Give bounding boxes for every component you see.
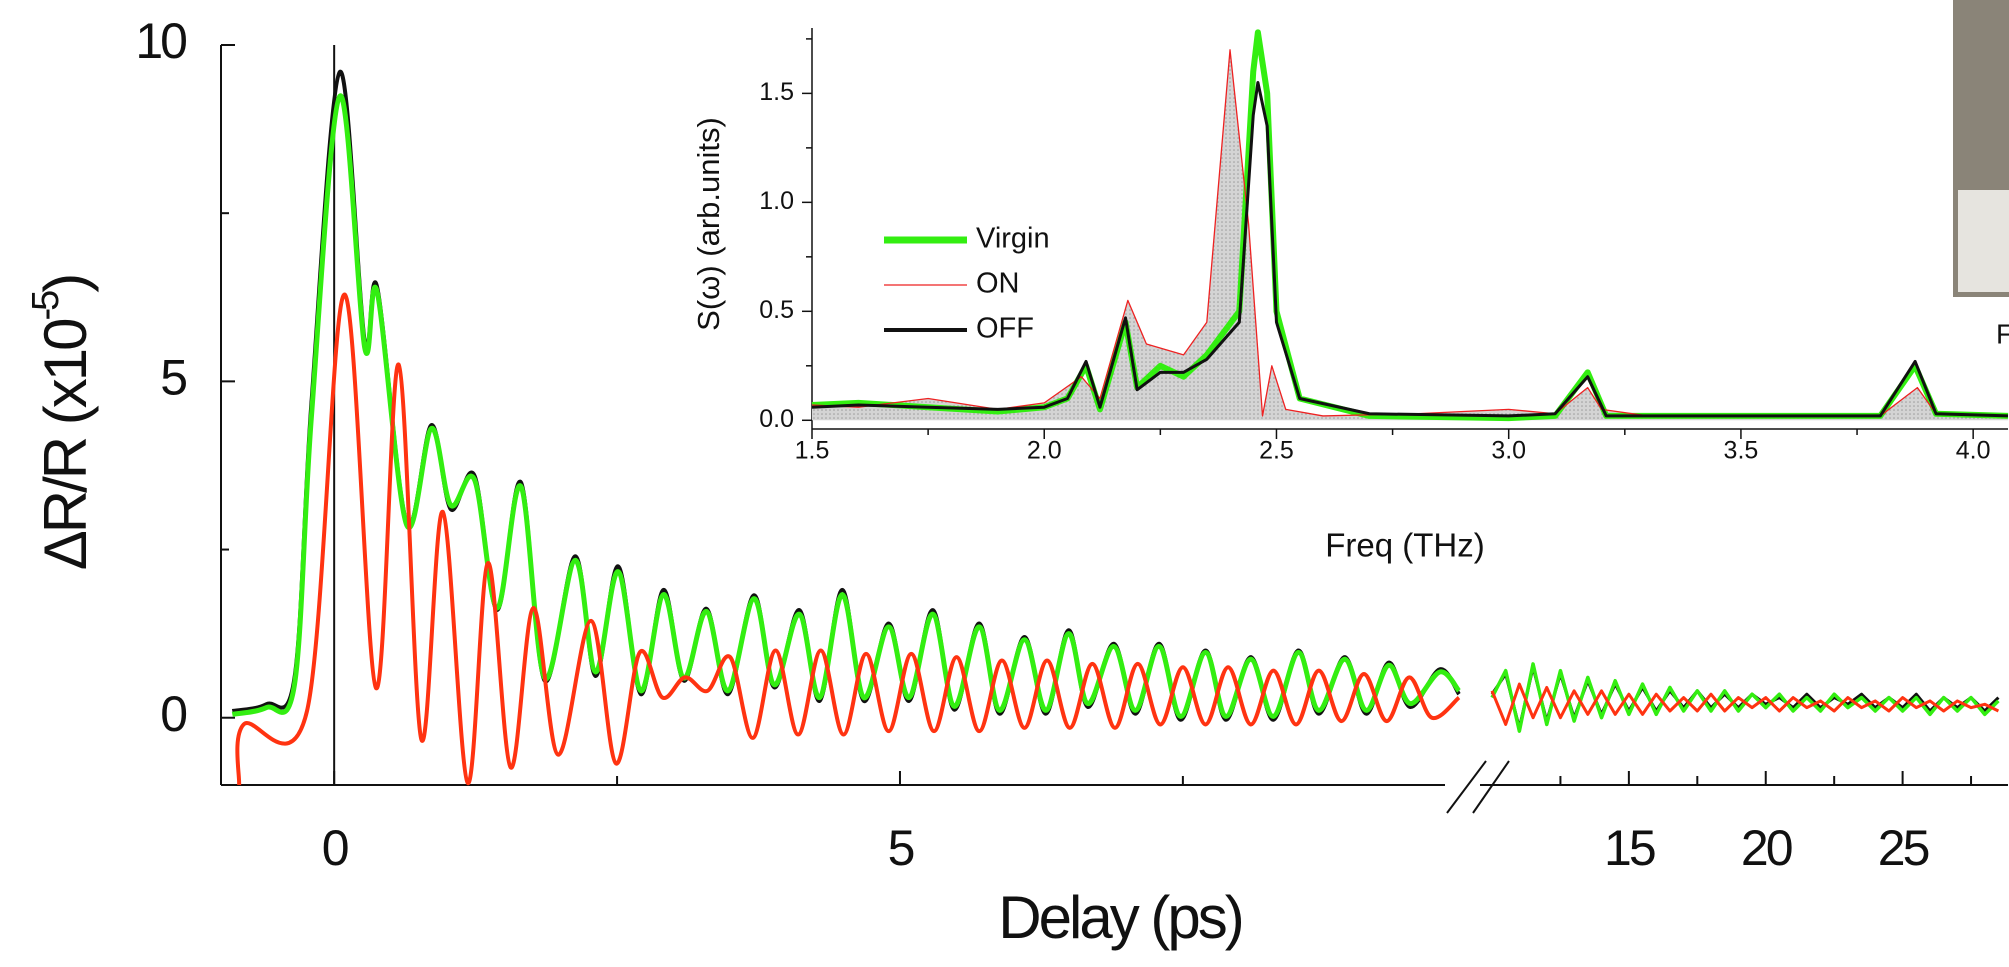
series-line bbox=[811, 80, 2009, 418]
photo-detail bbox=[1958, 190, 2009, 292]
x-tick-label: 1.5 bbox=[795, 437, 830, 465]
axis-break bbox=[1472, 760, 1510, 814]
x-tick-label: 2.5 bbox=[1259, 437, 1294, 465]
y-tick-label: 0 bbox=[160, 686, 186, 742]
x-tick-label: 0 bbox=[322, 820, 348, 876]
y-tick-label: 5 bbox=[160, 350, 186, 406]
y-tick-label: 1.0 bbox=[759, 187, 794, 215]
y-tick-label: 1.5 bbox=[759, 78, 794, 106]
y-axis-label-part: ΔR/R (x10 bbox=[32, 319, 99, 570]
y-tick-label: 10 bbox=[135, 13, 186, 69]
x-tick-label: 5 bbox=[888, 820, 914, 876]
x-axis-label: Delay (ps) bbox=[998, 884, 1241, 951]
x-tick-label: 4.0 bbox=[1956, 437, 1991, 465]
y-axis-label-exponent: -5 bbox=[25, 291, 67, 321]
axis-break bbox=[1446, 760, 1487, 814]
photo-caption: F bbox=[1996, 318, 2009, 349]
x-tick-label: 25 bbox=[1878, 820, 1929, 876]
y-tick-label: 0.0 bbox=[759, 405, 794, 433]
x-tick-label: 20 bbox=[1741, 820, 1792, 876]
y-axis-label: S(ω) (arb.units) bbox=[691, 117, 726, 331]
x-tick-label: 2.0 bbox=[1027, 437, 1062, 465]
series-line bbox=[235, 292, 1461, 786]
x-axis-label: Freq (THz) bbox=[1325, 527, 1485, 564]
legend-label: ON bbox=[976, 268, 1020, 300]
series-line bbox=[1490, 682, 2000, 726]
x-tick-label: 3.5 bbox=[1724, 437, 1759, 465]
y-axis-label-part: ) bbox=[32, 276, 99, 293]
y-axis-label: ΔR/R (x10-5) bbox=[25, 276, 99, 571]
x-tick-label: 15 bbox=[1604, 820, 1655, 876]
x-tick-label: 3.0 bbox=[1491, 437, 1526, 465]
legend-label: Virgin bbox=[976, 223, 1050, 255]
series-line bbox=[1490, 662, 2000, 733]
y-tick-label: 0.5 bbox=[759, 296, 794, 324]
legend-label: OFF bbox=[976, 313, 1034, 345]
series-line bbox=[231, 93, 1461, 719]
